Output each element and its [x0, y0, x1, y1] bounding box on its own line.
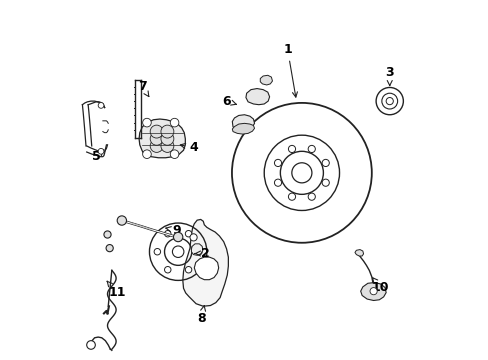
Circle shape [386, 98, 392, 105]
Text: 7: 7 [138, 80, 148, 96]
Text: 5: 5 [92, 149, 103, 163]
Text: 9: 9 [165, 224, 180, 237]
Circle shape [274, 179, 281, 186]
Circle shape [190, 234, 197, 241]
Text: 1: 1 [283, 42, 297, 97]
Circle shape [104, 231, 111, 238]
Text: 8: 8 [197, 306, 205, 325]
Circle shape [106, 244, 113, 252]
Polygon shape [191, 244, 203, 255]
Polygon shape [183, 220, 228, 306]
Circle shape [161, 125, 174, 138]
Circle shape [164, 266, 171, 273]
Text: 3: 3 [385, 66, 393, 86]
Circle shape [150, 132, 163, 145]
Circle shape [142, 118, 151, 127]
Text: 10: 10 [371, 278, 389, 294]
Circle shape [322, 179, 328, 186]
Polygon shape [354, 249, 363, 256]
Circle shape [86, 341, 95, 349]
Circle shape [172, 246, 183, 257]
Circle shape [288, 145, 295, 153]
Circle shape [117, 216, 126, 225]
Polygon shape [232, 115, 254, 130]
Polygon shape [194, 257, 218, 280]
Polygon shape [139, 119, 185, 158]
Circle shape [307, 145, 315, 153]
Text: 2: 2 [195, 247, 209, 260]
Circle shape [161, 132, 174, 145]
Circle shape [369, 288, 376, 295]
Circle shape [185, 230, 191, 237]
Circle shape [150, 125, 163, 138]
Circle shape [164, 230, 171, 237]
Circle shape [291, 163, 311, 183]
Circle shape [154, 248, 160, 255]
Circle shape [98, 148, 104, 154]
Polygon shape [245, 89, 269, 105]
Circle shape [307, 193, 315, 200]
Circle shape [173, 232, 183, 242]
Circle shape [150, 139, 163, 152]
Text: 6: 6 [222, 95, 236, 108]
Circle shape [142, 150, 151, 158]
Text: 4: 4 [180, 141, 198, 154]
Polygon shape [360, 283, 386, 301]
Circle shape [185, 266, 191, 273]
Circle shape [322, 159, 328, 167]
Circle shape [98, 103, 104, 108]
Circle shape [161, 139, 174, 152]
Circle shape [288, 193, 295, 200]
Polygon shape [232, 123, 254, 134]
Polygon shape [260, 75, 272, 85]
Circle shape [274, 159, 281, 167]
Text: 11: 11 [107, 281, 126, 300]
Circle shape [195, 248, 202, 255]
Circle shape [170, 118, 179, 127]
Circle shape [170, 150, 179, 158]
